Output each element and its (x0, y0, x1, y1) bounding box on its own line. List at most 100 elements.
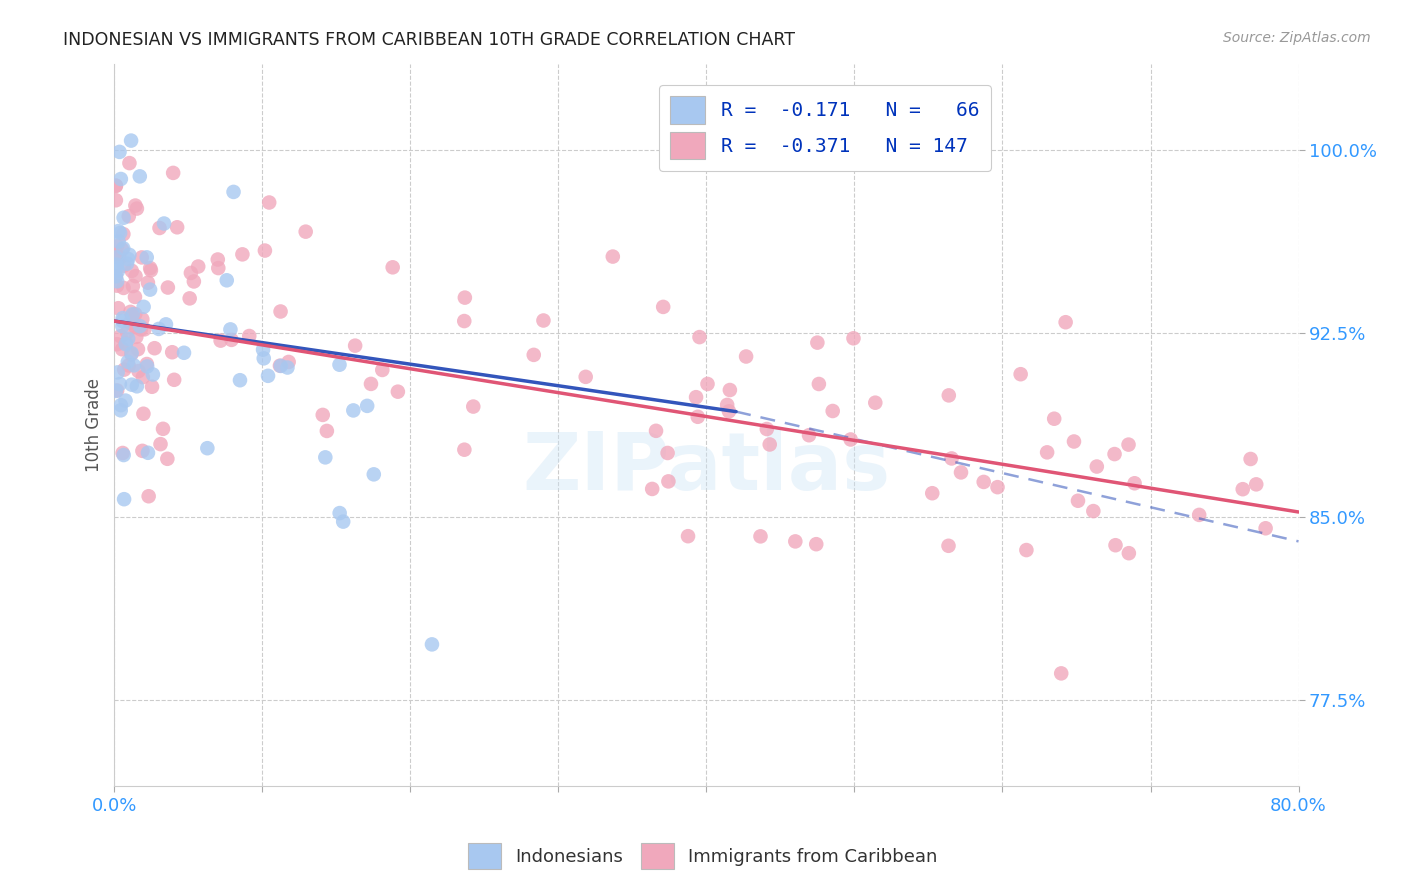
Point (111, 311, 134, 326)
Point (104, 384, 127, 398)
Point (124, 198, 146, 212)
Point (152, 422, 174, 436)
Point (689, 330, 711, 344)
Point (1036, 445, 1059, 459)
Point (118, 359, 141, 373)
Point (312, 408, 335, 422)
Point (575, 369, 598, 384)
Point (139, 261, 162, 276)
Point (221, 333, 243, 347)
Point (131, 251, 153, 265)
Point (134, 322, 156, 336)
Point (104, 251, 127, 265)
Point (938, 539, 960, 553)
Point (1118, 546, 1140, 560)
Point (641, 482, 664, 496)
Point (270, 304, 292, 318)
Point (105, 239, 128, 253)
Point (105, 258, 128, 272)
Point (1232, 482, 1254, 496)
Point (839, 433, 862, 447)
Point (219, 322, 242, 336)
Point (105, 260, 128, 275)
Point (110, 398, 132, 412)
Point (104, 250, 127, 264)
Point (749, 529, 772, 543)
Point (453, 314, 475, 328)
Point (253, 244, 276, 258)
Legend: R =  -0.171   N =   66, R =  -0.371   N = 147: R = -0.171 N = 66, R = -0.371 N = 147 (658, 85, 991, 170)
Point (1244, 477, 1267, 491)
Point (129, 322, 152, 336)
Point (125, 379, 148, 393)
Point (142, 368, 165, 382)
Point (148, 221, 170, 235)
Point (105, 337, 128, 351)
Point (1104, 538, 1126, 552)
Point (1050, 666, 1073, 681)
Point (806, 537, 828, 551)
Point (718, 383, 741, 397)
Point (104, 269, 127, 284)
Point (131, 312, 153, 326)
Point (108, 251, 131, 265)
Point (986, 480, 1008, 494)
Point (238, 329, 260, 343)
Point (108, 226, 131, 240)
Text: INDONESIAN VS IMMIGRANTS FROM CARIBBEAN 10TH GRADE CORRELATION CHART: INDONESIAN VS IMMIGRANTS FROM CARIBBEAN … (63, 31, 796, 49)
Point (209, 334, 232, 348)
Point (166, 220, 188, 235)
Point (124, 307, 146, 321)
Point (129, 319, 152, 334)
Point (121, 307, 143, 321)
Point (807, 376, 830, 391)
Point (360, 376, 382, 391)
Point (121, 309, 143, 323)
Point (108, 377, 131, 392)
Point (1015, 543, 1038, 558)
Point (124, 290, 146, 304)
Point (107, 301, 129, 316)
Point (132, 370, 155, 384)
Point (125, 330, 148, 344)
Point (163, 373, 186, 387)
Point (125, 202, 148, 216)
Point (252, 343, 274, 357)
Point (128, 364, 150, 378)
Point (207, 261, 229, 276)
Point (207, 252, 229, 267)
Point (257, 195, 280, 210)
Point (122, 279, 145, 293)
Point (153, 217, 176, 231)
Point (112, 492, 135, 507)
Point (107, 365, 129, 379)
Point (1063, 434, 1085, 449)
Point (387, 384, 409, 399)
Point (149, 437, 172, 451)
Point (1123, 476, 1146, 491)
Point (128, 169, 150, 184)
Point (1118, 437, 1140, 451)
Point (136, 446, 159, 460)
Point (602, 250, 624, 264)
Point (108, 145, 131, 159)
Point (1067, 493, 1090, 508)
Point (107, 235, 129, 249)
Point (117, 252, 139, 266)
Point (1054, 315, 1077, 329)
Point (115, 257, 138, 271)
Point (104, 178, 127, 193)
Point (180, 266, 202, 280)
Point (162, 166, 184, 180)
Point (342, 403, 364, 417)
Point (104, 194, 127, 208)
Point (121, 377, 143, 392)
Point (139, 283, 162, 297)
Point (132, 300, 155, 314)
Point (112, 259, 135, 273)
Point (173, 346, 195, 360)
Point (755, 422, 778, 436)
Y-axis label: 10th Grade: 10th Grade (86, 378, 103, 472)
Point (973, 475, 995, 489)
Point (1104, 447, 1126, 461)
